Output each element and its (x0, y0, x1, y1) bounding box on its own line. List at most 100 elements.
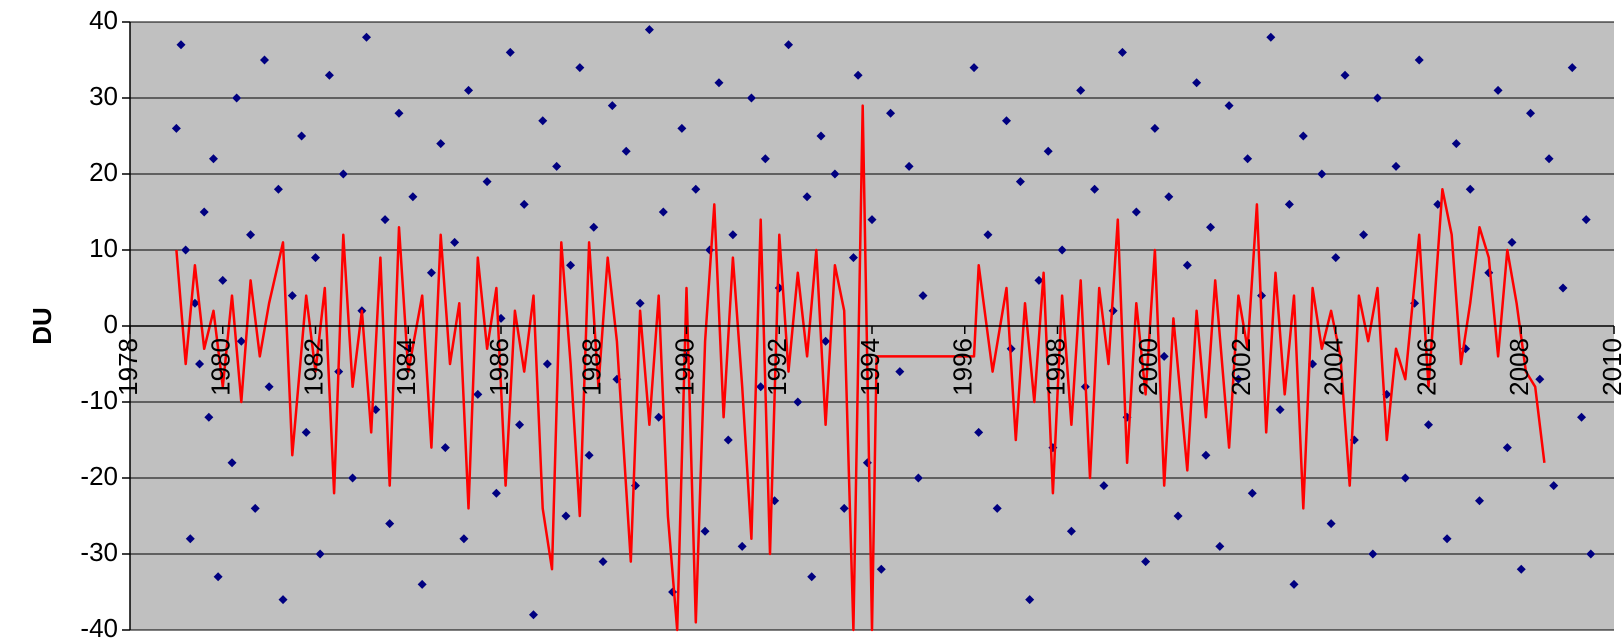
data-point (969, 63, 979, 73)
data-point (199, 207, 209, 217)
data-point (176, 40, 186, 50)
data-point (227, 458, 237, 468)
data-point (213, 572, 223, 582)
data-point (311, 253, 320, 263)
data-point (1567, 63, 1577, 73)
data-point (426, 268, 436, 278)
data-point (1544, 154, 1554, 164)
data-point (700, 526, 710, 536)
data-point (867, 215, 877, 225)
data-point (1066, 526, 1076, 536)
y-tick-label: 40 (89, 5, 118, 35)
x-tick-label: 1978 (113, 338, 143, 396)
data-point (195, 359, 205, 369)
x-tick-label: 1996 (948, 338, 978, 396)
data-point (1201, 450, 1211, 460)
data-point (1475, 496, 1485, 506)
data-point (691, 184, 701, 194)
data-point (1391, 161, 1401, 171)
data-point (1034, 275, 1044, 285)
data-point (528, 610, 538, 620)
data-point (1266, 32, 1276, 42)
x-tick-label: 1992 (762, 338, 792, 396)
data-point (491, 488, 501, 498)
data-point (473, 389, 483, 399)
data-point (1076, 85, 1086, 95)
data-point (723, 435, 733, 445)
data-point (1331, 253, 1341, 263)
x-tick-label: 2010 (1597, 338, 1624, 396)
data-point (278, 595, 288, 605)
data-point (1289, 579, 1299, 589)
data-point (417, 579, 427, 589)
data-point (1442, 534, 1452, 544)
data-point (913, 473, 923, 483)
data-point (185, 534, 195, 544)
data-point (1526, 108, 1536, 118)
data-point (1150, 123, 1160, 133)
data-point (232, 93, 242, 103)
data-point (1159, 351, 1169, 361)
data-point (566, 260, 576, 270)
data-point (1549, 481, 1559, 491)
data-point (505, 47, 515, 57)
data-point (816, 131, 826, 141)
x-tick-label: 1980 (206, 338, 236, 396)
data-point (385, 519, 395, 529)
x-tick-label: 2004 (1319, 338, 1349, 396)
data-point (1465, 184, 1475, 194)
data-point (464, 85, 474, 95)
x-ticks: 1978 1980 1982 1984 1986 1988 1990 1992 1994 1996… (113, 326, 1624, 396)
data-point (1359, 230, 1369, 240)
y-tick-label: 30 (89, 81, 118, 111)
data-point (380, 215, 390, 225)
data-point (746, 93, 756, 103)
data-point (589, 222, 599, 232)
data-point (802, 192, 812, 202)
data-point (654, 412, 664, 422)
data-point (208, 154, 218, 164)
data-point (181, 245, 191, 255)
data-point (1424, 420, 1433, 430)
data-point (1025, 595, 1035, 605)
x-tick-label: 2000 (1133, 338, 1163, 396)
data-point (1326, 519, 1336, 529)
data-point (561, 511, 571, 521)
data-point (1090, 184, 1100, 194)
data-point (1317, 169, 1327, 179)
data-point (1275, 405, 1285, 415)
y-tick-label: 10 (89, 233, 118, 263)
x-tick-label: 1984 (391, 338, 421, 396)
data-point (1117, 47, 1127, 57)
y-tick-label: -20 (80, 461, 118, 491)
data-point (575, 63, 585, 73)
data-point (436, 139, 446, 149)
data-point (297, 131, 307, 141)
data-point (1192, 78, 1202, 88)
data-point (853, 70, 863, 80)
data-point (273, 184, 283, 194)
data-point (542, 359, 552, 369)
data-point (1015, 177, 1025, 187)
data-point (1233, 374, 1243, 384)
y-tick-label: 20 (89, 157, 118, 187)
data-point (886, 108, 896, 118)
data-point (1581, 215, 1591, 225)
data-point (324, 70, 334, 80)
y-tick-label: 0 (104, 309, 118, 339)
data-point (171, 123, 181, 133)
data-point (338, 169, 348, 179)
data-point (793, 397, 803, 407)
y-axis-title: DU (27, 307, 57, 345)
data-point (1247, 488, 1257, 498)
data-point (992, 503, 1002, 513)
data-point (1516, 564, 1526, 574)
data-point (1586, 549, 1596, 559)
data-point (830, 169, 840, 179)
data-point (1284, 199, 1294, 209)
data-point (658, 207, 668, 217)
data-point (362, 32, 372, 42)
data-point (1173, 511, 1183, 521)
data-point (1182, 260, 1192, 270)
